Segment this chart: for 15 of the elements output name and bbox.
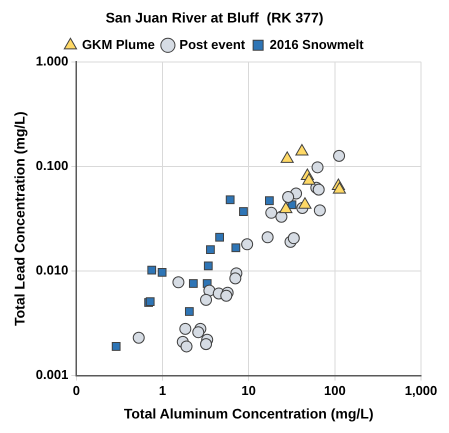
y-tick-label: 0.010 xyxy=(36,262,68,278)
x-tick-label: 1 xyxy=(158,382,166,398)
legend-label: Post event xyxy=(179,36,246,52)
legend-label: 2016 Snowmelt xyxy=(270,36,364,52)
x-axis-title: Total Aluminum Concentration (mg/L) xyxy=(124,405,374,422)
x-tick-label: 10 xyxy=(241,382,256,398)
x-tick-label: 100 xyxy=(324,382,346,398)
y-tick-label: 0.001 xyxy=(36,367,68,382)
x-tick-label: 1,000 xyxy=(404,382,438,398)
x-tick-label: 0 xyxy=(72,382,80,398)
y-tick-label: 0.100 xyxy=(36,158,68,173)
y-tick-label: 1.000 xyxy=(36,53,68,68)
legend-label: GKM Plume xyxy=(82,36,155,52)
y-axis-title: Total Lead Concentration (mg/L) xyxy=(11,111,28,326)
chart-title: San Juan River at Bluff (RK 377) xyxy=(106,9,324,26)
